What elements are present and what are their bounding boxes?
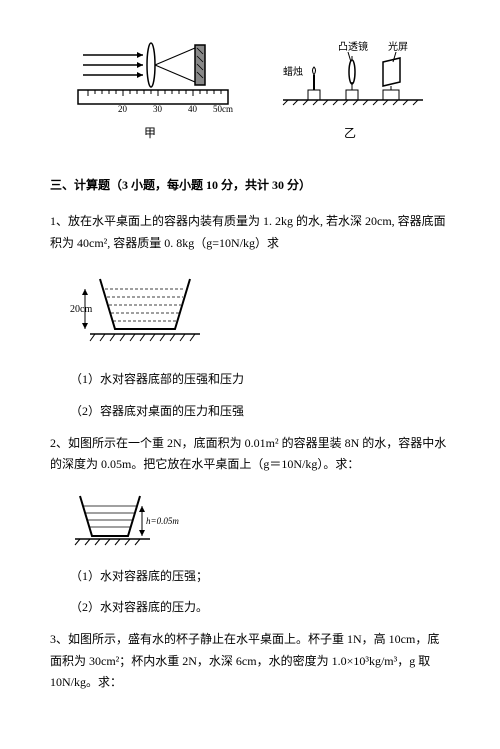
lens-label: 凸透镜: [338, 40, 368, 53]
q2-dim-label: h=0.05m: [146, 516, 179, 526]
diagram-q1: 20cm: [70, 269, 450, 354]
ruler-tick-30: 30: [153, 104, 163, 114]
problem-2: 2、如图所示在一个重 2N，底面积为 0.01m² 的容器里装 8N 的水，容器…: [50, 433, 450, 476]
ruler-tick-40: 40: [188, 104, 198, 114]
q2-sub2: （2）水对容器底的压力。: [70, 597, 450, 619]
candle-label: 蜡烛: [283, 65, 303, 78]
figure-left: 20 30 40 50cm: [73, 40, 233, 115]
ruler-tick-20: 20: [118, 104, 128, 114]
q1-sub2: （2）容器底对桌面的压力和压强: [70, 401, 450, 423]
figure-right-caption: 乙: [344, 123, 356, 145]
q1-sub1: （1）水对容器底部的压强和压力: [70, 369, 450, 391]
q1-dim-label: 20cm: [70, 304, 92, 315]
problem-3: 3、如图所示，盛有水的杯子静止在水平桌面上。杯子重 1N，高 10cm，底面积为…: [50, 629, 450, 694]
problem-1: 1、放在水平桌面上的容器内装有质量为 1. 2kg 的水, 若水深 20cm, …: [50, 211, 450, 254]
ruler-tick-50: 50cm: [213, 104, 233, 114]
screen-label: 光屏: [388, 40, 408, 53]
section-heading: 三、计算题（3 小题，每小题 10 分，共计 30 分）: [50, 175, 450, 197]
figure-left-caption: 甲: [144, 123, 156, 145]
diagram-q2: h=0.05m: [70, 491, 450, 551]
q2-sub1: （1）水对容器底的压强；: [70, 566, 450, 588]
figure-right: 凸透镜 光屏 蜡烛: [278, 40, 428, 115]
